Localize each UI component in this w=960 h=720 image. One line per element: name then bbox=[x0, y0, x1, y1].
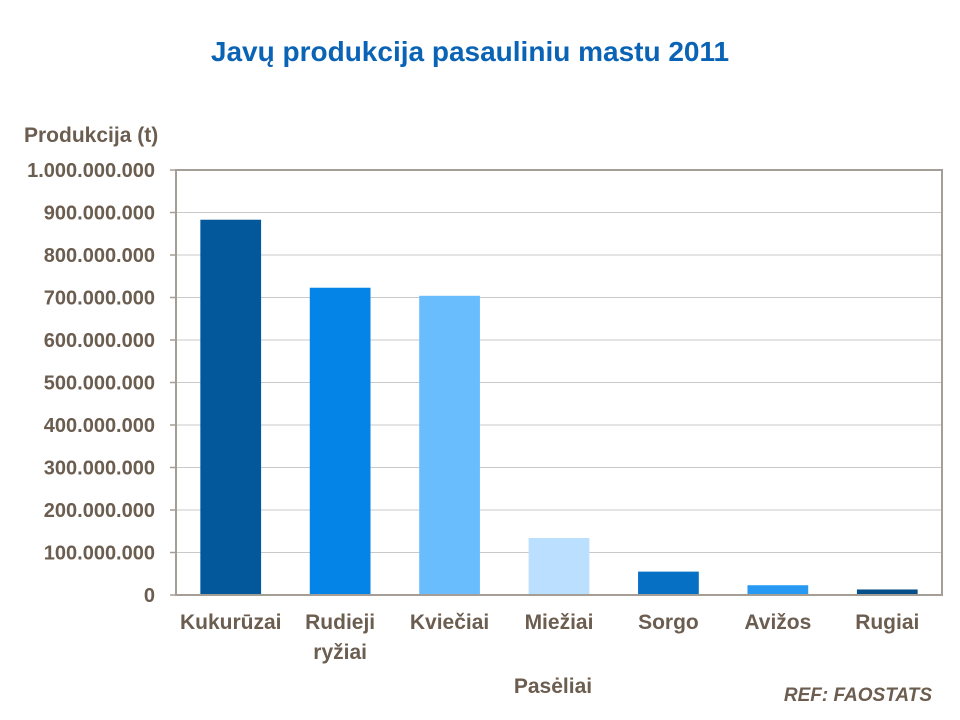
x-tick-label: Kviečiai bbox=[410, 611, 489, 634]
y-tick-label: 200.000.000 bbox=[44, 500, 155, 522]
x-tick-label: Sorgo bbox=[638, 611, 699, 634]
bar bbox=[528, 538, 590, 595]
bar bbox=[747, 585, 809, 595]
x-tick-label: Rudieji ryžiai bbox=[305, 611, 375, 664]
bar bbox=[309, 287, 371, 595]
y-tick-label: 500.000.000 bbox=[44, 373, 155, 395]
y-tick-label: 700.000.000 bbox=[44, 288, 155, 310]
x-tick-label: Avižos bbox=[744, 611, 811, 634]
x-axis-label: Pasėliai bbox=[513, 675, 593, 698]
y-tick-label: 300.000.000 bbox=[44, 458, 155, 480]
x-tick-label: Rugiai bbox=[855, 611, 919, 634]
y-tick-label: 1.000.000.000 bbox=[27, 160, 155, 182]
bar bbox=[419, 295, 480, 595]
y-tick-labels: 0 100.000.000 200.000.000 300.000.000 400.00… bbox=[27, 160, 155, 607]
y-tick-label: 900.000.000 bbox=[44, 203, 155, 225]
chart-title: Javų produkcija pasauliniu mastu 2011 bbox=[210, 36, 730, 67]
y-tick-label: 0 bbox=[144, 585, 155, 607]
plot-frame bbox=[175, 169, 943, 596]
y-tick-label: 800.000.000 bbox=[44, 245, 155, 267]
bar bbox=[200, 219, 262, 595]
y-axis-label: Produkcija (t) bbox=[24, 124, 159, 147]
y-tick-label: 600.000.000 bbox=[44, 330, 155, 352]
bar bbox=[856, 589, 918, 595]
gridlines bbox=[170, 169, 942, 596]
y-tick-label: 400.000.000 bbox=[44, 415, 155, 437]
y-tick-label: 100.000.000 bbox=[44, 543, 155, 565]
x-tick-label: Kukurūzai bbox=[180, 611, 282, 634]
bar bbox=[638, 571, 699, 595]
x-tick-label: Miežiai bbox=[525, 611, 594, 634]
x-category-labels: Kukurūzai Rudieji ryžiai Kviečiai Miežiai Sor… bbox=[180, 611, 919, 664]
source-reference: REF: FAOSTATS bbox=[783, 685, 932, 706]
bars bbox=[200, 219, 918, 595]
